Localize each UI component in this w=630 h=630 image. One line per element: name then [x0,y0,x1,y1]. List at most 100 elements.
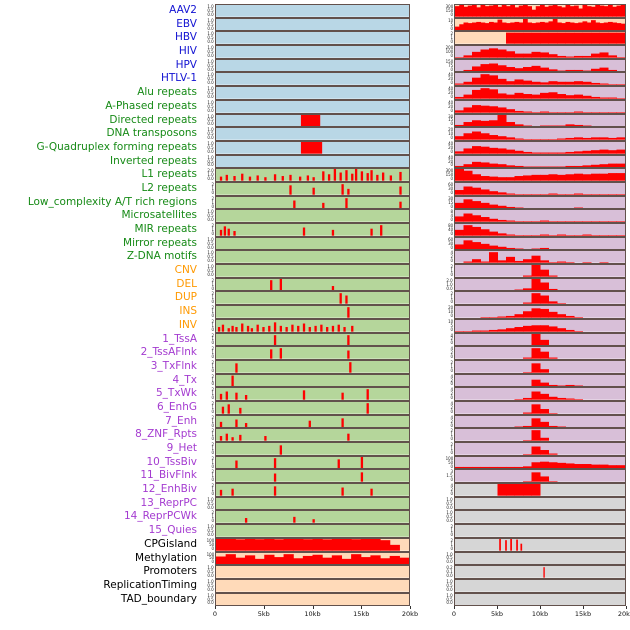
row-label-replicationtiming: ReplicationTiming [103,578,197,591]
y-tick-label: 1 [211,446,214,451]
y-tick-label: 0 [450,39,453,45]
track-row-hiv: HIV 1.0 0.5 0.0 200 100 0 [0,45,630,59]
x-tick-mark [263,606,265,610]
y-tick-label: 4 [450,332,453,338]
track-left-13-reprpc [215,496,410,511]
row-label-14-reprpcwk: 14_ReprPCWk [123,510,197,523]
row-label-3-txflnk: 3_TxFlnk [150,359,197,372]
y-tick-label: 0 [450,381,453,387]
y-tick-label: 0 [211,436,214,442]
y-axis-ticks-left: 1.0 0.5 0.0 [202,579,215,593]
track-left-aav2 [215,4,410,18]
column-gap [410,360,441,374]
y-tick-label: 0 [450,67,453,72]
y-tick-label: 0.5 [446,596,453,602]
row-label-8-znf-rpts: 8_ZNF_Rpts [135,428,197,441]
track-left-del [215,277,410,292]
y-tick-label: 0.0 [446,600,453,606]
y-tick-label: 2 [211,223,214,228]
y-tick-label: 80 [447,223,453,228]
y-tick-label: 2.0 [207,168,214,174]
track-row-del: DEL 2 1 0 2.0 1.0 0.0 [0,277,630,292]
track-right-inverted-repeats [454,154,626,169]
y-tick-label: 3 [450,469,453,475]
track-right-11-bivflnk [454,469,626,484]
y-tick-label: 0 [211,286,214,291]
row-label-15-quies: 15_Quies [148,524,197,537]
y-axis-ticks-right: 20 10 0 [441,305,454,319]
y-tick-label: 1.0 [446,551,453,557]
track-right-ebv [454,17,626,32]
y-tick-label: 0.0 [207,600,214,606]
y-tick-label: 0.5 [446,501,453,506]
y-tick-label: 0 [450,217,453,223]
track-right-l1-repeats [454,168,626,182]
track-row-12-enhbiv: 12_EnhBiv 2 1 0 4 2 0 [0,483,630,497]
track-left-7-enh [215,414,410,429]
y-tick-label: 0 [211,340,214,346]
y-tick-label: 2 [450,442,453,447]
track-rows: AAV2 1.0 0.5 0.0 300 150 0 EBV 1.0 0.5 0.0 10 5 0 HBV 1… [0,4,630,607]
y-tick-label: 150 [445,59,453,64]
y-tick-label: 1 [211,487,214,492]
y-axis-ticks-right: 200 100 0 [441,45,454,59]
track-row-cpgisland: CPGisland 100 50 0 2 1 0 [0,537,630,552]
row-label-ebv: EBV [176,17,197,30]
y-tick-label: 0 [450,135,453,141]
y-tick-label: 2 [211,291,214,297]
y-tick-label: 0 [211,409,214,414]
y-tick-label: 0 [211,354,214,360]
row-label-l1-repeats: L1 repeats [141,168,197,181]
track-right-replicationtiming [454,578,626,593]
y-tick-label: 2 [450,405,453,410]
track-left-3-txflnk [215,359,410,374]
y-tick-label: 20 [447,90,453,96]
y-tick-label: 1 [450,432,453,438]
track-left-mirror-repeats [215,236,410,251]
track-left-alu-repeats [215,86,410,100]
y-tick-label: 0 [211,381,214,387]
y-axis-ticks-left: 1.0 0.5 0.0 [202,86,215,100]
row-label-10-tssbiv: 10_TssBiv [146,455,197,468]
track-right-z-dna-motifs [454,250,626,265]
track-row-mirror-repeats: Mirror repeats 1.0 0.5 0.0 60 30 0 [0,236,630,251]
column-gap [410,428,441,442]
y-tick-label: 1 [450,35,453,41]
y-axis-ticks-left: 1.0 0.5 0.0 [202,72,215,86]
y-tick-label: 0 [450,203,453,209]
y-tick-label: 0 [450,94,453,99]
track-row-9-het: 9_Het 2 1 0 2 1 0 [0,442,630,456]
y-tick-label: 0.0 [446,286,453,291]
track-row-10-tssbiv: 10_TssBiv 2 1 0 100 50 0 [0,455,630,470]
y-tick-label: 1 [211,473,214,479]
row-label-dna-transposons: DNA transposons [106,127,197,140]
y-axis-ticks-right: 40 20 0 [441,155,454,169]
y-axis-ticks-left: 100 50 0 [202,538,215,552]
track-left-low-complexity-a-t-rich-regions [215,195,410,210]
y-tick-label: 0.0 [207,26,214,31]
y-tick-label: 1 [211,186,214,191]
track-right-dup [454,291,626,306]
y-tick-label: 4 [450,483,453,489]
row-label-microsatellites: Microsatellites [121,209,197,222]
y-tick-label: 10 [447,18,453,23]
track-row-2-tssaflnk: 2_TssAFlnk 2 1 0 4 2 0 [0,346,630,360]
row-label-mirror-repeats: Mirror repeats [123,236,197,249]
y-tick-label: 0 [450,532,453,537]
track-right-directed-repeats [454,113,626,128]
row-label-9-het: 9_Het [166,442,197,454]
y-tick-label: 1.0 [207,113,214,119]
y-axis-ticks-left: 1.0 0.5 0.0 [202,155,215,169]
column-gap [410,209,441,223]
column-gap [410,114,441,128]
x-axis-right: 0 5kb 10kb 15kb 20kb [452,606,630,622]
y-tick-label: 0 [450,149,453,154]
column-gap [410,497,441,511]
x-tick-mark [497,606,498,610]
